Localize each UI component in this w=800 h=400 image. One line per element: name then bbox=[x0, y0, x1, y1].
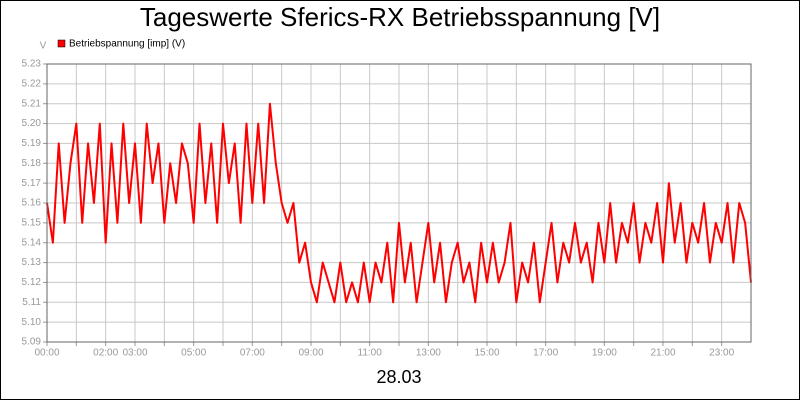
x-tick-label: 21:00 bbox=[650, 348, 675, 359]
x-tick-label: 15:00 bbox=[474, 348, 499, 359]
x-tick-label: 02:00 bbox=[93, 348, 118, 359]
y-tick-label: 5.22 bbox=[22, 78, 42, 89]
x-tick-label: 00:00 bbox=[34, 348, 59, 359]
y-tick-label: 5.19 bbox=[22, 138, 42, 149]
x-tick-label: 07:00 bbox=[240, 348, 265, 359]
legend-label: Betriebspannung [imp] (V) bbox=[69, 39, 185, 50]
plot-border bbox=[46, 63, 752, 343]
y-tick-label: 5.09 bbox=[22, 337, 42, 348]
y-tick-label: 5.10 bbox=[22, 317, 42, 328]
x-axis-label: 28.03 bbox=[376, 367, 421, 387]
plot-area: 5.09 5.10 5.11 5.12 5.13 5.14 5.15 5.16 5.17 5.18… bbox=[22, 39, 752, 359]
x-tick-label: 23:00 bbox=[709, 348, 734, 359]
x-tick-label: 09:00 bbox=[298, 348, 323, 359]
y-tick-label: 5.23 bbox=[22, 59, 42, 70]
y-tick-label: 5.15 bbox=[22, 217, 42, 228]
y-tick-label: 5.12 bbox=[22, 277, 42, 288]
x-tick-label: 17:00 bbox=[533, 348, 558, 359]
y-tick-label: 5.20 bbox=[22, 118, 42, 129]
y-tick-label: 5.11 bbox=[22, 297, 41, 308]
chart-title: Tageswerte Sferics-RX Betriebsspannung [… bbox=[140, 2, 660, 32]
y-tick-label: 5.18 bbox=[22, 158, 42, 169]
y-tick-label: 5.17 bbox=[22, 178, 42, 189]
x-tick-label: 13:00 bbox=[416, 348, 441, 359]
y-tick-label: 5.13 bbox=[22, 257, 42, 268]
x-tick-label: 03:00 bbox=[122, 348, 147, 359]
x-tick-label: 11:00 bbox=[358, 348, 383, 359]
legend-swatch bbox=[57, 39, 66, 48]
x-tick-label: 19:00 bbox=[592, 348, 617, 359]
y-tick-label: 5.14 bbox=[22, 237, 42, 248]
y-tick-label: 5.21 bbox=[22, 98, 42, 109]
y-tick-label: 5.16 bbox=[22, 198, 42, 209]
line-series bbox=[46, 102, 752, 304]
y-axis-label: V bbox=[40, 41, 47, 52]
x-tick-label: 05:00 bbox=[181, 348, 206, 359]
